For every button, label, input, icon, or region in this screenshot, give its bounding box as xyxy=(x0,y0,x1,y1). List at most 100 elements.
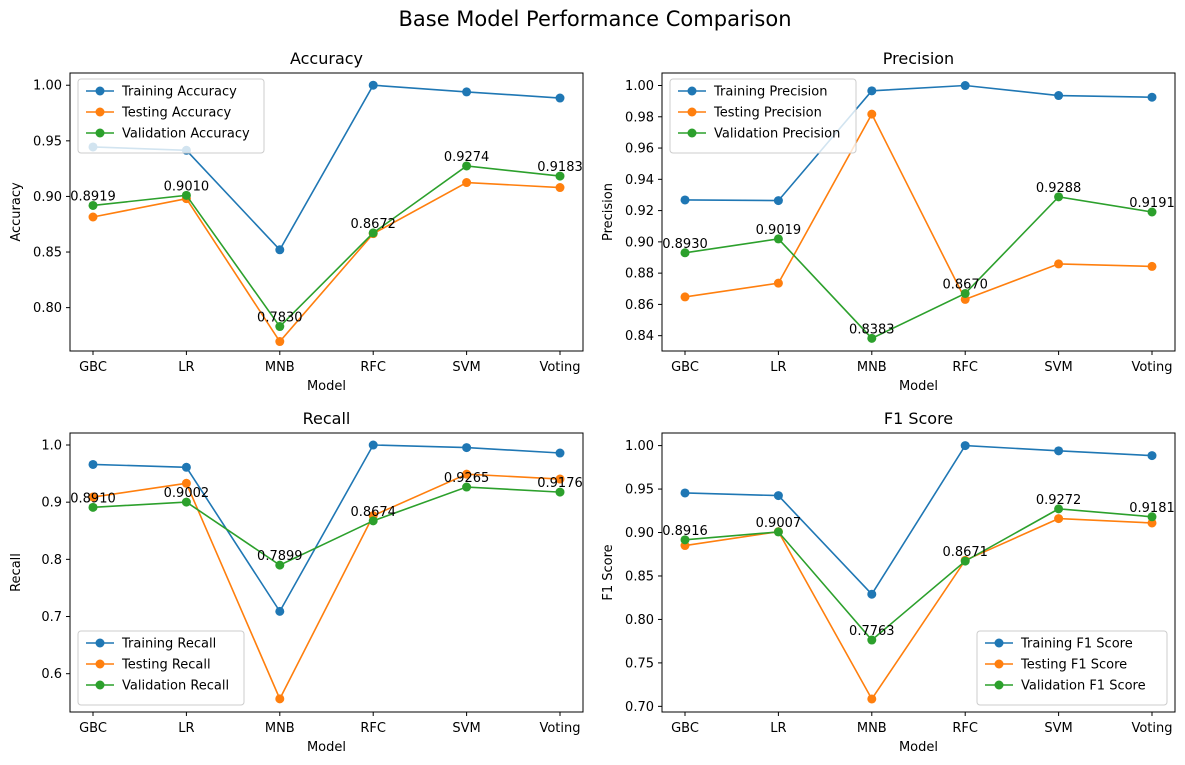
legend-swatch-marker xyxy=(687,86,697,96)
legend: Training Accuracy Testing Accuracy Validat… xyxy=(77,78,265,154)
data-point xyxy=(275,560,285,570)
y-tick-label: 0.98 xyxy=(625,110,654,125)
data-point xyxy=(773,278,783,288)
data-point xyxy=(462,443,472,453)
figure-title: Base Model Performance Comparison xyxy=(398,7,791,31)
data-point xyxy=(462,87,472,97)
legend-entry: Validation Precision xyxy=(678,127,840,142)
data-label: 0.9183 xyxy=(537,160,583,175)
legend-swatch-marker xyxy=(95,659,105,669)
x-tick-label: SVM xyxy=(452,721,480,736)
data-label: 0.9191 xyxy=(1129,196,1175,211)
panel-accuracy: Accuracy 0.8919 0.9010 0.7830 0.8672 0.9274 0.… xyxy=(9,49,584,394)
x-tick-label: Voting xyxy=(539,360,580,375)
legend-label: Testing Precision xyxy=(713,106,822,121)
x-tick-label: GBC xyxy=(79,721,107,736)
y-axis-label: Precision xyxy=(601,183,616,241)
series-line xyxy=(92,444,561,613)
y-tick-label: 0.9 xyxy=(41,496,62,511)
data-point xyxy=(1054,446,1064,456)
data-point xyxy=(88,459,98,469)
data-point xyxy=(368,440,378,450)
data-point xyxy=(773,234,783,244)
data-point xyxy=(181,462,191,472)
data-point xyxy=(680,488,690,498)
data-label: 0.7830 xyxy=(257,311,303,326)
data-label: 0.9010 xyxy=(164,179,210,194)
data-point xyxy=(181,478,191,488)
legend-label: Testing F1 Score xyxy=(1020,658,1127,673)
series-training-precision xyxy=(680,81,1157,206)
series-testing-recall xyxy=(88,469,565,704)
legend-label: Training Accuracy xyxy=(121,85,237,100)
legend-entry: Testing F1 Score xyxy=(985,658,1127,673)
legend-entry: Training Accuracy xyxy=(86,85,237,100)
series-line xyxy=(92,165,561,328)
data-point xyxy=(867,86,877,96)
y-tick-label: 0.96 xyxy=(625,142,654,157)
series-training-recall xyxy=(88,440,565,616)
data-label: 0.9288 xyxy=(1036,181,1082,196)
x-tick-label: GBC xyxy=(671,360,699,375)
x-tick-label: SVM xyxy=(1044,360,1072,375)
legend-swatch-marker xyxy=(95,680,105,690)
data-point xyxy=(773,491,783,501)
legend-entry: Validation Recall xyxy=(86,679,229,694)
y-tick-label: 0.88 xyxy=(625,267,654,282)
series-line xyxy=(684,195,1153,340)
legend-entry: Testing Accuracy xyxy=(86,106,231,121)
legend-swatch-marker xyxy=(95,86,105,96)
x-tick-label: LR xyxy=(178,360,194,375)
series-line xyxy=(684,84,1153,202)
series-line xyxy=(684,508,1153,642)
legend-label: Testing Accuracy xyxy=(121,106,231,121)
legend-entry: Training F1 Score xyxy=(985,637,1133,652)
data-point xyxy=(462,469,472,479)
x-tick-label: SVM xyxy=(1044,721,1072,736)
y-tick-label: 0.86 xyxy=(625,298,654,313)
data-point xyxy=(181,497,191,507)
legend-entry: Training Precision xyxy=(678,85,827,100)
data-point xyxy=(1054,514,1064,524)
data-point xyxy=(1054,259,1064,269)
data-label: 0.8383 xyxy=(849,322,895,337)
data-point xyxy=(1054,504,1064,514)
data-point xyxy=(555,487,565,497)
plot-frame xyxy=(69,72,584,352)
data-label: 0.8910 xyxy=(70,491,116,506)
data-point xyxy=(1147,451,1157,461)
legend-swatch-marker xyxy=(95,638,105,648)
data-label: 0.9019 xyxy=(756,223,802,238)
series-validation-recall xyxy=(88,482,565,570)
legend-label: Validation F1 Score xyxy=(1021,679,1146,694)
y-tick-label: 0.85 xyxy=(625,569,654,584)
data-label: 0.8674 xyxy=(350,505,396,520)
x-tick-label: LR xyxy=(178,721,194,736)
x-tick-label: Voting xyxy=(1131,360,1172,375)
data-point xyxy=(555,183,565,193)
data-point xyxy=(1147,512,1157,522)
series-line xyxy=(684,112,1153,301)
y-tick-label: 0.80 xyxy=(625,613,654,628)
data-label: 0.7763 xyxy=(849,624,895,639)
data-point xyxy=(88,200,98,210)
y-axis-label: Accuracy xyxy=(9,182,24,242)
data-point xyxy=(960,441,970,451)
series-line xyxy=(92,473,561,701)
data-point xyxy=(1054,91,1064,101)
y-axis-label: F1 Score xyxy=(601,544,616,600)
panel-title: Precision xyxy=(883,49,954,68)
panel-title: F1 Score xyxy=(884,409,953,428)
panel-title: Recall xyxy=(303,409,351,428)
data-point xyxy=(773,527,783,537)
legend-label: Validation Precision xyxy=(714,127,840,142)
legend-swatch-marker xyxy=(994,680,1004,690)
data-point xyxy=(867,333,877,343)
data-point xyxy=(555,171,565,181)
data-point xyxy=(867,694,877,704)
series-line xyxy=(684,444,1153,596)
legend-label: Training F1 Score xyxy=(1020,637,1133,652)
x-axis-label: Model xyxy=(899,740,938,755)
